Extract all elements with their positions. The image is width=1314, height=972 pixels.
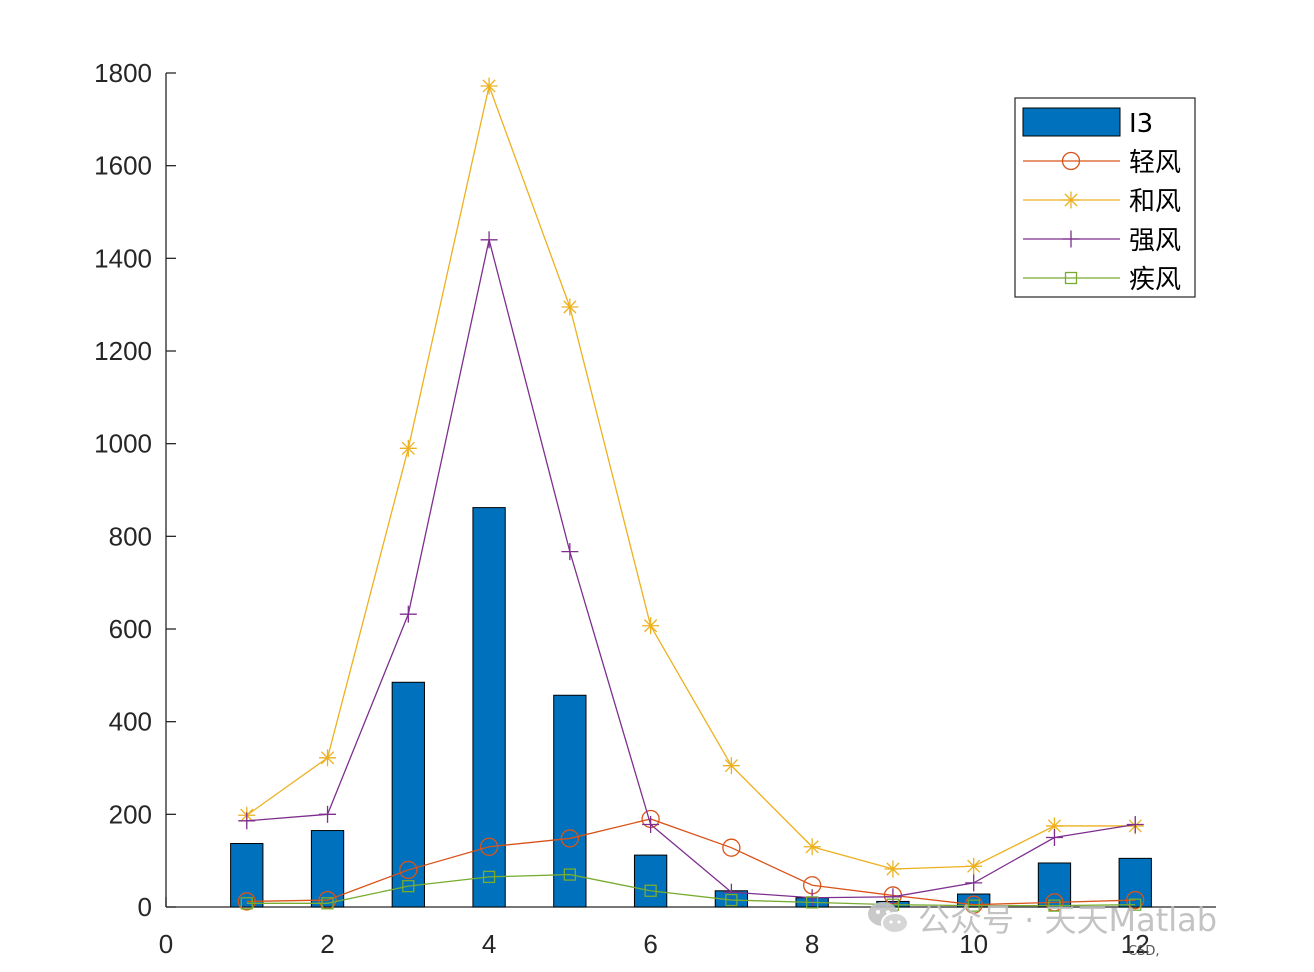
- y-tick-label: 1800: [94, 58, 152, 88]
- marker-stroke: [482, 79, 496, 93]
- bar-6: [633, 854, 668, 908]
- x-tick-label: 2: [320, 929, 334, 959]
- bar-series: [230, 507, 1152, 908]
- x-tick-label: 8: [805, 929, 819, 959]
- point-asterisk-5: [561, 298, 579, 316]
- point-asterisk-6: [642, 617, 660, 635]
- point-square-7: [725, 893, 738, 907]
- legend-label: I3: [1129, 109, 1153, 139]
- bar-5: [553, 694, 587, 908]
- point-plus-3: [399, 605, 417, 623]
- marker-stroke: [644, 619, 658, 633]
- point-square-3: [402, 880, 415, 893]
- point-circle-10: [964, 895, 983, 914]
- y-tick-label: 1600: [94, 151, 152, 181]
- point-asterisk-4: [480, 77, 498, 95]
- point-plus-12: [1126, 816, 1144, 834]
- y-tick-label: 1400: [94, 243, 152, 273]
- legend-marker-circle: [1061, 151, 1081, 171]
- point-circle-12: [1126, 890, 1145, 910]
- marker-stroke: [886, 862, 900, 876]
- point-plus-5: [561, 543, 579, 561]
- legend-marker-asterisk: [1062, 191, 1080, 209]
- point-square-12: [1129, 898, 1142, 911]
- marker-stroke: [724, 759, 738, 773]
- series-line: [246, 83, 1136, 870]
- x-tick-label: 6: [643, 929, 657, 959]
- point-plus-2: [319, 805, 337, 823]
- series-line: [246, 818, 1136, 906]
- point-plus-6: [642, 816, 660, 834]
- tick-labels: 0 200 400 600 800 1000 1200 1400 1600 1800 0 2 4 6 8 10…: [94, 58, 1150, 959]
- point-asterisk-2: [319, 749, 337, 767]
- series-line: [246, 873, 1136, 907]
- watermark: 公众号 · 天天Matlab: [866, 896, 1217, 940]
- wechat-icon: [868, 902, 909, 934]
- y-tick-label: 600: [109, 614, 152, 644]
- legend-label: 轻风: [1129, 148, 1181, 178]
- line-series-plus: [238, 231, 1144, 907]
- y-tick-label: 400: [109, 707, 152, 737]
- point-asterisk-8: [803, 838, 821, 856]
- point-square-2: [321, 897, 334, 910]
- x-tick-label: 12: [1121, 929, 1150, 959]
- point-plus-1: [238, 812, 256, 830]
- point-square-6: [644, 884, 657, 897]
- legend-label: 和风: [1129, 187, 1181, 217]
- y-tick-label: 1000: [94, 429, 152, 459]
- point-circle-1: [237, 892, 256, 911]
- series-line: [246, 239, 1136, 899]
- point-square-4: [482, 870, 496, 884]
- watermark-text: 公众号 · 天天Matlab: [918, 901, 1218, 939]
- marker-stroke: [967, 859, 981, 873]
- point-square-1: [240, 897, 253, 910]
- point-plus-10: [965, 874, 983, 892]
- legend-marker-square: [1064, 271, 1078, 285]
- legend-label: 疾风: [1129, 265, 1181, 295]
- point-plus-7: [722, 883, 740, 901]
- y-tick-label: 800: [109, 521, 152, 551]
- legend-marker-plus: [1062, 230, 1080, 248]
- x-tick-label: 10: [959, 929, 988, 959]
- corner-text: CSD,: [1128, 944, 1160, 959]
- point-square-8: [806, 896, 819, 909]
- line-series-square: [240, 868, 1142, 912]
- y-tick-label: 200: [109, 799, 152, 829]
- x-tick-label: 0: [159, 929, 173, 959]
- bar-1: [230, 843, 264, 908]
- marker-stroke: [1064, 193, 1078, 207]
- marker-stroke: [1047, 819, 1062, 833]
- line-series-group: [237, 77, 1145, 914]
- x-tick-label: 4: [482, 929, 496, 959]
- bar-3: [391, 681, 425, 908]
- point-circle-3: [399, 860, 418, 880]
- marker-stroke: [320, 751, 335, 765]
- y-tick-label: 1200: [94, 336, 152, 366]
- point-circle-4: [479, 837, 499, 856]
- point-square-10: [967, 899, 980, 912]
- bar-2: [310, 830, 345, 908]
- point-asterisk-7: [722, 757, 740, 775]
- point-square-11: [1048, 899, 1061, 912]
- bar-4: [472, 507, 506, 908]
- point-plus-9: [884, 888, 902, 906]
- point-asterisk-9: [884, 860, 902, 878]
- marker-stroke: [563, 300, 577, 314]
- y-tick-label: 0: [138, 892, 152, 922]
- point-square-5: [563, 868, 576, 881]
- point-plus-4: [480, 231, 498, 249]
- point-circle-7: [722, 838, 741, 857]
- marker-stroke: [805, 840, 819, 854]
- marker-stroke: [401, 441, 415, 455]
- line-series-asterisk: [238, 77, 1144, 878]
- point-asterisk-3: [399, 439, 417, 457]
- point-plus-11: [1045, 829, 1063, 846]
- legend-label: 强风: [1129, 226, 1181, 256]
- point-circle-5: [560, 829, 579, 848]
- point-asterisk-10: [965, 857, 983, 875]
- legend-swatch-bar: [1022, 107, 1121, 137]
